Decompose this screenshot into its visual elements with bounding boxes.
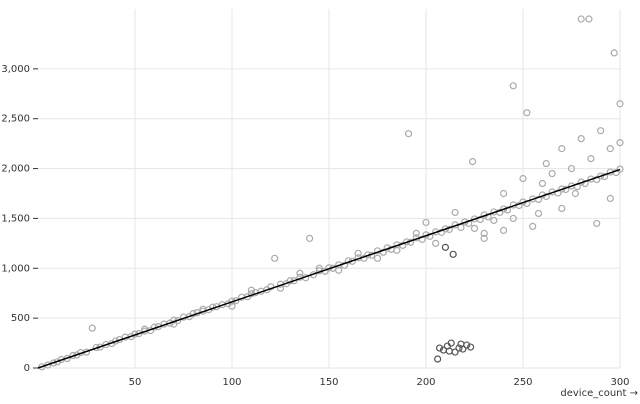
point <box>457 340 465 348</box>
point <box>523 109 531 117</box>
point <box>379 248 387 256</box>
trend-line <box>37 168 621 369</box>
point <box>616 139 624 147</box>
point <box>449 250 457 258</box>
point <box>523 199 531 208</box>
point <box>596 172 605 180</box>
y-tick-label: 500 <box>11 313 30 324</box>
point <box>435 344 444 352</box>
point <box>267 283 275 291</box>
point <box>480 234 488 242</box>
point <box>470 224 479 232</box>
point <box>529 222 537 231</box>
point <box>500 226 508 234</box>
point <box>290 277 298 285</box>
point <box>404 130 413 138</box>
point <box>393 246 401 254</box>
point <box>534 209 543 218</box>
point <box>480 229 488 237</box>
point <box>88 324 96 332</box>
x-tick-label: 150 <box>319 377 338 388</box>
x-tick-label: 50 <box>129 377 142 388</box>
point <box>542 159 550 168</box>
point <box>509 214 517 223</box>
point <box>455 344 463 352</box>
point <box>593 219 601 228</box>
point <box>271 254 279 262</box>
point <box>606 145 614 153</box>
x-tick-label: 250 <box>513 377 532 388</box>
point <box>296 269 304 277</box>
x-tick-label: 200 <box>416 377 435 388</box>
point <box>354 249 362 257</box>
point <box>422 218 430 227</box>
point <box>500 189 508 198</box>
point <box>306 234 314 242</box>
point <box>548 169 556 178</box>
point <box>509 82 517 90</box>
point <box>503 206 512 214</box>
point <box>571 189 579 198</box>
point <box>567 164 576 173</box>
point <box>447 339 455 347</box>
point <box>467 343 475 351</box>
point <box>606 194 614 203</box>
point <box>426 232 434 240</box>
point <box>445 347 453 355</box>
point <box>585 15 593 23</box>
point <box>558 204 566 213</box>
point <box>468 157 477 166</box>
point <box>519 174 527 183</box>
point <box>412 229 420 237</box>
x-tick-label: 300 <box>610 377 629 388</box>
point <box>135 329 143 338</box>
y-tick-label: 1,500 <box>1 213 30 224</box>
point <box>373 254 382 262</box>
point <box>558 145 566 153</box>
point <box>534 195 543 204</box>
point <box>441 225 449 233</box>
y-tick-label: 2,500 <box>1 114 30 125</box>
y-tick-label: 0 <box>24 363 30 374</box>
point <box>596 127 605 135</box>
point <box>577 15 585 23</box>
point <box>335 266 343 274</box>
point <box>616 100 624 108</box>
point <box>228 302 236 310</box>
point <box>490 216 498 225</box>
y-tick-label: 3,000 <box>1 64 30 75</box>
point <box>610 49 618 57</box>
point <box>432 239 440 247</box>
point <box>315 264 323 272</box>
point <box>441 243 449 251</box>
point <box>581 179 589 188</box>
point <box>434 355 442 363</box>
point <box>247 286 255 294</box>
y-tick-label: 2,000 <box>1 164 30 175</box>
point <box>232 297 240 305</box>
x-tick-label: 100 <box>222 377 241 388</box>
point <box>451 208 459 217</box>
y-tick-label: 1,000 <box>1 263 30 274</box>
point <box>616 165 624 173</box>
point <box>577 135 585 143</box>
point <box>96 343 104 351</box>
point <box>587 155 595 163</box>
x-axis-label: device_count → <box>560 388 638 399</box>
point <box>538 179 547 188</box>
